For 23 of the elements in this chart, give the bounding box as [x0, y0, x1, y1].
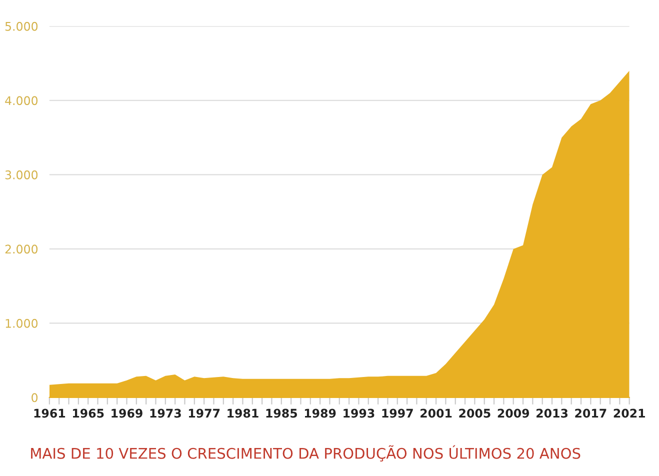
x-tick-label: 1989: [304, 408, 336, 418]
x-tick-label: 1993: [344, 408, 374, 418]
x-tick-label: 2013: [536, 408, 568, 418]
y-tick-label: 0: [32, 393, 38, 402]
x-tick-label: 1985: [266, 408, 297, 418]
y-tick-label: 4.000: [5, 96, 38, 106]
x-tick-label: 2017: [575, 408, 606, 418]
y-tick-label: 3.000: [5, 170, 38, 180]
x-tick-label: 1969: [112, 408, 142, 418]
x-tick-label: 2021: [614, 408, 645, 418]
y-tick-label: 5.000: [5, 22, 38, 31]
x-tick-label: 1973: [150, 408, 181, 418]
x-tick-label: 1997: [382, 408, 413, 418]
x-tick-label: 2009: [498, 408, 530, 418]
y-tick-label: 1.000: [6, 318, 38, 328]
x-tick-label: 1961: [34, 408, 66, 418]
y-tick-label: 2.000: [5, 244, 38, 254]
x-tick-label: 1965: [72, 408, 104, 418]
x-tick-label: 1981: [228, 408, 258, 418]
x-tick-label: 2005: [459, 408, 490, 418]
x-tick-label: 1977: [188, 408, 220, 418]
x-tick-label: 2001: [420, 408, 452, 418]
text: MAIS DE 10 VEZES O CRESCIMENTO DA PRODUÇÃO NOS ÚLTIMOS 20 ANOS: [31, 445, 580, 462]
